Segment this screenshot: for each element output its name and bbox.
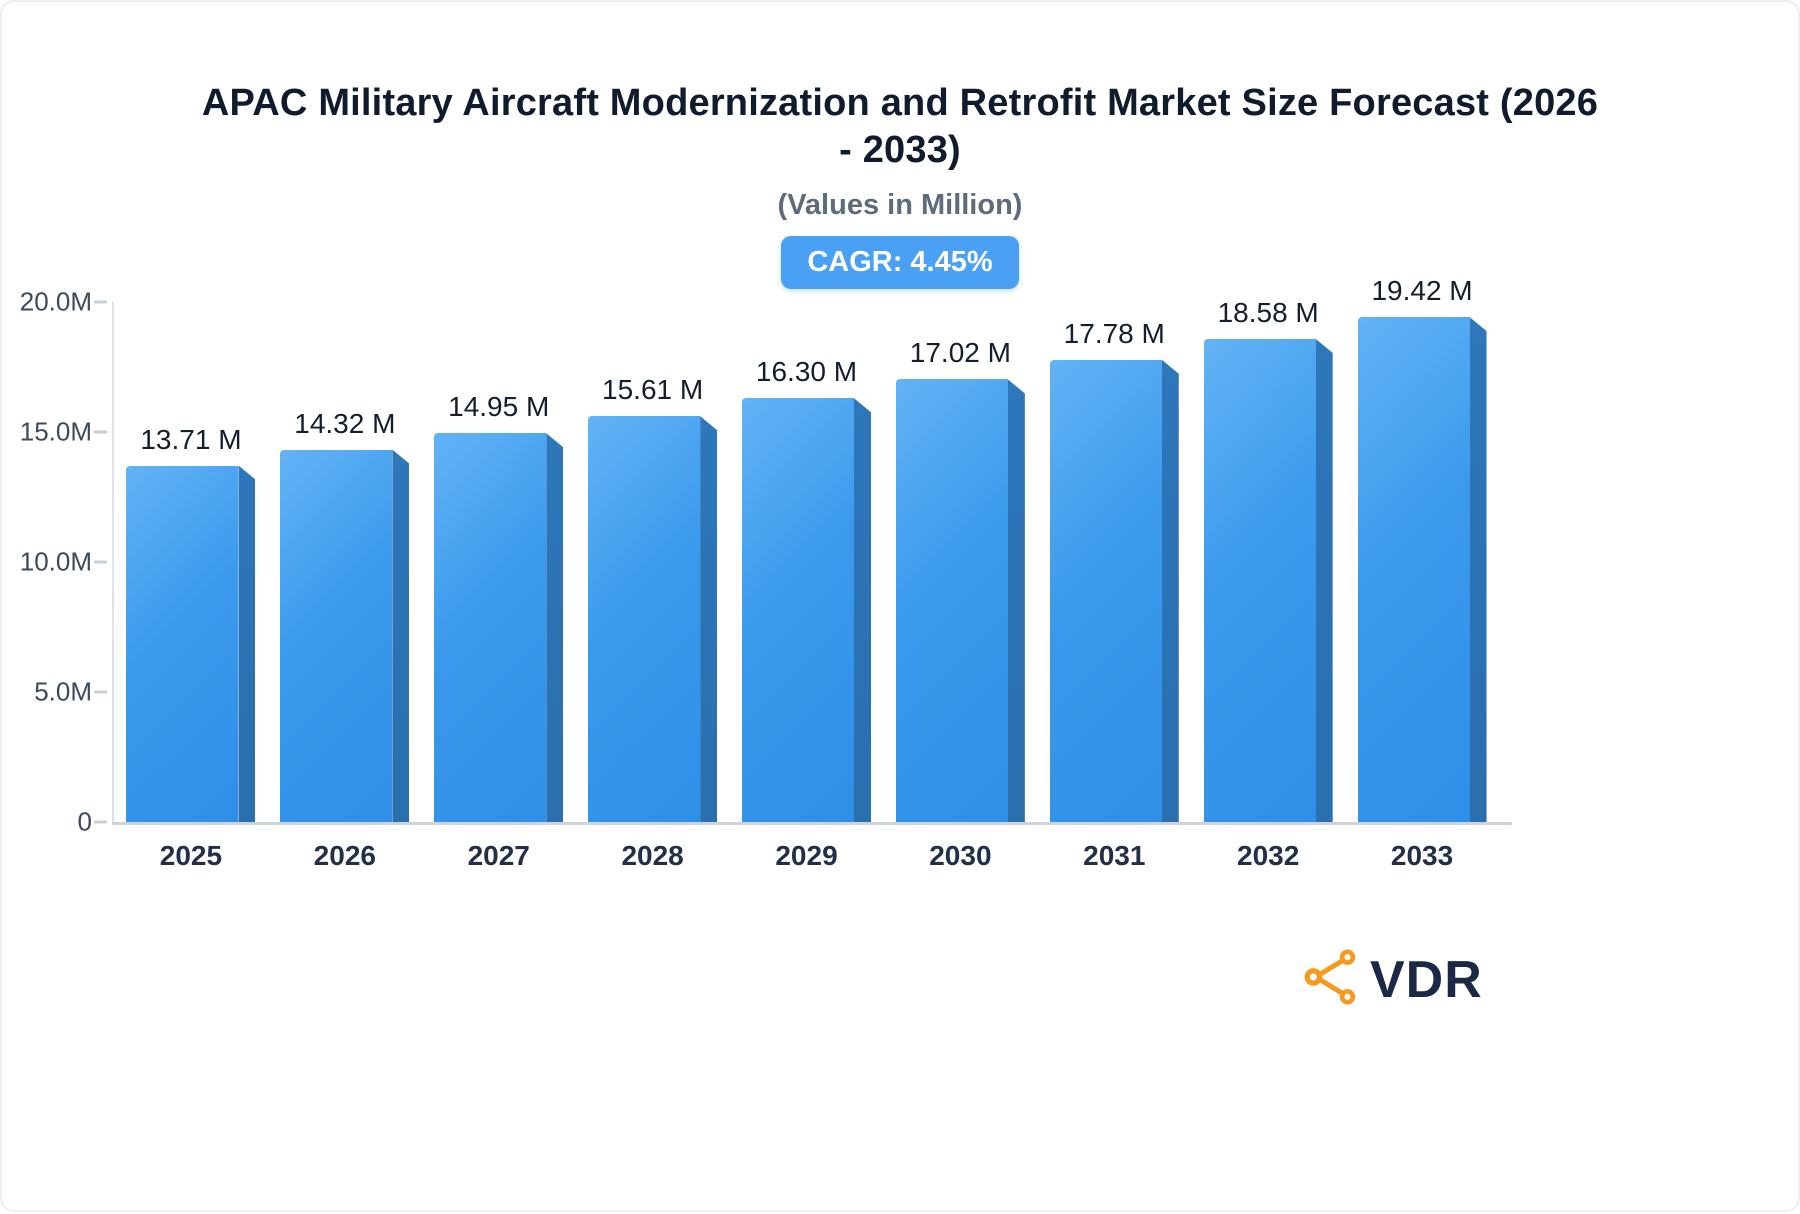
cagr-badge: CAGR: 4.45% [781, 236, 1019, 290]
bar-value-label-2031: 17.78 M [1063, 317, 1165, 349]
x-axis-line [112, 822, 1512, 825]
x-axis-label-2026: 2026 [313, 840, 376, 871]
bar-side-2028 [700, 416, 718, 822]
bar-value-label-2033: 19.42 M [1371, 275, 1473, 307]
y-tick-label-20.0M: 20.0M [19, 286, 92, 317]
bar-2033 [1357, 317, 1470, 822]
chart-header: APAC Military Aircraft Modernization and… [2, 80, 1798, 290]
bar-value-label-2026: 14.32 M [294, 407, 396, 439]
bar-side-2026 [392, 449, 410, 822]
bar-value-label-2025: 13.71 M [140, 423, 242, 455]
x-axis-label-2028: 2028 [621, 840, 684, 871]
bar-2028 [588, 416, 701, 822]
x-axis-label-2027: 2027 [467, 840, 530, 871]
x-axis-label-2033: 2033 [1390, 840, 1454, 871]
bar-side-2027 [546, 433, 564, 822]
x-axis-label-2029: 2029 [775, 840, 838, 871]
x-axis-label-2030: 2030 [929, 840, 992, 871]
chart-subtitle: (Values in Million) [777, 189, 1023, 222]
y-tick-mark [94, 430, 107, 434]
x-axis-label-2025: 2025 [159, 840, 223, 871]
y-tick-label-5.0M: 5.0M [34, 676, 92, 707]
y-tick-label-0: 0 [77, 806, 92, 837]
bar-side-2030 [1007, 379, 1025, 822]
bar-2031 [1049, 359, 1162, 822]
bar-value-label-2029: 16.30 M [755, 356, 858, 388]
chart-title: APAC Military Aircraft Modernization and… [201, 82, 1599, 171]
y-tick-mark [94, 820, 107, 824]
bar-value-label-2032: 18.58 M [1217, 296, 1319, 328]
bar-side-2033 [1469, 317, 1487, 822]
bar-side-2032 [1315, 338, 1333, 822]
y-tick-label-15.0M: 15.0M [19, 416, 92, 447]
bar-value-label-2030: 17.02 M [909, 337, 1011, 369]
bar-side-2025 [238, 465, 256, 822]
bar-2032 [1203, 338, 1316, 822]
bar-2026 [280, 449, 393, 822]
bar-2029 [742, 398, 854, 822]
x-axis-label-2031: 2031 [1083, 840, 1146, 871]
y-tick-mark [94, 690, 107, 694]
brand-logo: VDR [1298, 944, 1483, 1015]
y-tick-label-10.0M: 10.0M [19, 546, 92, 577]
x-axis-label-2032: 2032 [1237, 840, 1300, 871]
y-tick-mark [94, 300, 107, 304]
bar-side-2029 [854, 398, 871, 822]
bar-side-2031 [1161, 359, 1179, 822]
y-axis-line [112, 302, 114, 822]
bar-value-label-2027: 14.95 M [448, 391, 550, 423]
bar-value-label-2028: 15.61 M [602, 374, 704, 406]
logo-text: VDR [1370, 950, 1483, 1009]
share-network-icon [1298, 944, 1364, 1015]
bar-2025 [126, 465, 239, 822]
y-tick-mark [94, 560, 107, 564]
bar-2027 [434, 433, 547, 822]
bar-2030 [895, 379, 1008, 822]
